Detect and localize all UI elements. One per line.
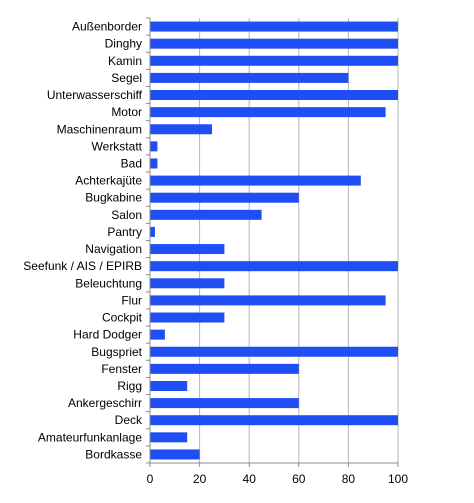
category-label: Segel <box>111 71 142 85</box>
bar <box>150 141 158 152</box>
bar <box>150 278 225 289</box>
bars <box>150 21 398 460</box>
bar <box>150 158 158 169</box>
bar <box>150 432 188 443</box>
category-label: Rigg <box>117 379 142 393</box>
category-label: Unterwasserschiff <box>47 88 143 102</box>
category-label: Seefunk / AIS / EPIRB <box>23 259 142 273</box>
bar <box>150 398 299 409</box>
category-label: Beleuchtung <box>75 276 142 290</box>
x-tick-label: 60 <box>292 472 306 486</box>
category-label: Motor <box>111 105 142 119</box>
bar <box>150 38 398 49</box>
category-label: Hard Dodger <box>73 328 142 342</box>
bar <box>150 380 188 391</box>
category-label: Kamin <box>108 54 142 68</box>
category-label: Achterkajüte <box>75 174 142 188</box>
bar <box>150 295 386 306</box>
category-labels: Außenborder Dinghy Kamin Segel Unterwassersc… <box>23 20 143 462</box>
category-label: Navigation <box>85 242 142 256</box>
category-label: Bad <box>121 156 142 170</box>
bar <box>150 449 200 460</box>
bar <box>150 90 398 101</box>
x-tick-labels: 0 20 40 60 80 100 <box>147 472 409 486</box>
bar <box>150 175 361 186</box>
category-label: Salon <box>111 208 142 222</box>
category-label: Flur <box>121 293 142 307</box>
bar <box>150 107 386 118</box>
bar <box>150 55 398 66</box>
bar <box>150 346 398 357</box>
bar <box>150 226 155 237</box>
category-label: Außenborder <box>72 20 142 34</box>
x-tick-label: 100 <box>388 472 408 486</box>
category-label: Pantry <box>107 225 142 239</box>
x-tick-label: 40 <box>243 472 257 486</box>
bar <box>150 21 398 32</box>
bar <box>150 124 212 135</box>
x-tick-label: 0 <box>147 472 154 486</box>
category-label: Dinghy <box>105 37 142 51</box>
x-tick-label: 20 <box>193 472 207 486</box>
bar <box>150 312 225 323</box>
bar <box>150 329 165 340</box>
bar <box>150 209 262 220</box>
category-label: Bugkabine <box>85 191 142 205</box>
bar <box>150 261 398 272</box>
category-label: Deck <box>115 413 143 427</box>
category-label: Bugspriet <box>91 345 142 359</box>
category-label: Ankergeschirr <box>68 396 142 410</box>
bar <box>150 192 299 203</box>
category-label: Werkstatt <box>92 139 143 153</box>
category-label: Maschinenraum <box>57 122 142 136</box>
category-label: Cockpit <box>102 311 143 325</box>
category-label: Fenster <box>101 362 142 376</box>
bar <box>150 363 299 374</box>
category-label: Amateurfunkanlage <box>38 430 142 444</box>
x-tick-label: 80 <box>342 472 356 486</box>
bar <box>150 415 398 426</box>
category-label: Bordkasse <box>85 447 142 461</box>
bar <box>150 72 349 83</box>
bar <box>150 244 225 255</box>
axes <box>149 18 398 464</box>
